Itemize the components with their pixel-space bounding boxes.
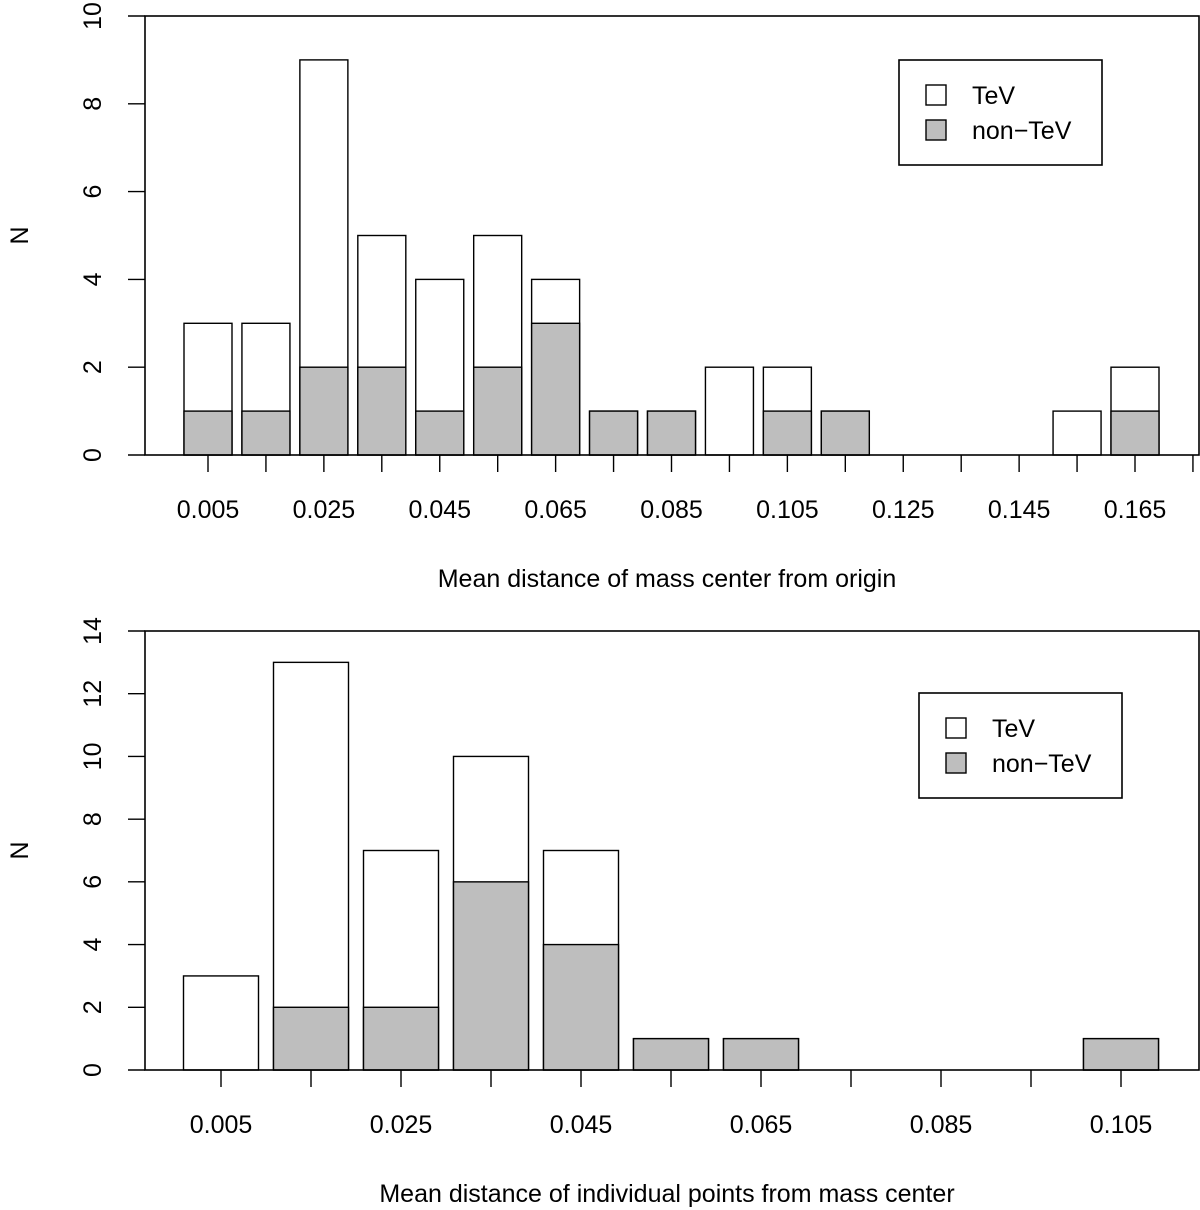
legend-swatch-non-tev — [925, 119, 947, 141]
x-tick-label: 0.145 — [988, 496, 1051, 524]
bar-non-tev-5 — [472, 366, 523, 456]
x-tick-label: 0.105 — [1090, 1111, 1153, 1139]
bar-non-tev-16 — [1110, 410, 1160, 456]
y-tick-label: 12 — [79, 680, 107, 708]
y-tick-label: 6 — [79, 875, 107, 889]
bar-non-tev-3 — [452, 881, 530, 1071]
bar-non-tev-2 — [362, 1006, 440, 1071]
x-tick-label: 0.065 — [730, 1111, 793, 1139]
bar-non-tev-1 — [272, 1006, 350, 1071]
bar-non-tev-5 — [632, 1037, 710, 1071]
x-tick-label: 0.065 — [524, 496, 587, 524]
y-tick-label: 14 — [79, 617, 107, 645]
y-axis-label: N — [6, 226, 34, 244]
x-tick-label: 0.085 — [910, 1111, 973, 1139]
bar-non-tev-4 — [542, 943, 620, 1071]
legend-swatch-tev — [945, 717, 967, 739]
x-tick-label: 0.045 — [408, 496, 471, 524]
x-tick-label: 0.125 — [872, 496, 935, 524]
y-tick-label: 10 — [79, 2, 107, 30]
legend-label-non-tev: non−TeV — [972, 117, 1072, 145]
series-non-tev — [183, 322, 1160, 456]
series-non-tev — [272, 881, 1160, 1071]
x-tick-label: 0.005 — [190, 1111, 253, 1139]
y-tick-label: 2 — [79, 360, 107, 374]
x-tick-label: 0.165 — [1104, 496, 1167, 524]
x-tick-label: 0.025 — [370, 1111, 433, 1139]
legend: TeV non−TeV — [898, 59, 1103, 166]
bar-tev-15 — [1052, 410, 1102, 456]
y-axis-label: N — [6, 841, 34, 859]
y-tick-label: 4 — [79, 938, 107, 952]
bar-non-tev-10 — [1082, 1037, 1160, 1071]
bar-tev-1 — [272, 661, 350, 1071]
bar-non-tev-11 — [820, 410, 871, 456]
bar-non-tev-8 — [646, 410, 697, 456]
bar-tev-0 — [182, 975, 260, 1071]
y-tick-label: 8 — [79, 812, 107, 826]
bar-tev-9 — [704, 366, 755, 456]
legend-swatch-tev — [925, 84, 947, 106]
bar-non-tev-1 — [241, 410, 291, 456]
legend-swatch-non-tev — [945, 752, 967, 774]
x-axis-label: Mean distance of mass center from origin — [438, 565, 897, 593]
x-tick-label: 0.045 — [550, 1111, 613, 1139]
legend-label-non-tev: non−TeV — [992, 750, 1092, 778]
bottom-histogram-panel: 0.005 0.025 0.045 0.065 0.085 0.105 0 2 4 6 8 10 12 1… — [6, 617, 1200, 1208]
bar-non-tev-10 — [762, 410, 813, 456]
y-tick-label: 4 — [79, 272, 107, 286]
y-tick-label: 0 — [79, 1063, 107, 1077]
y-tick-label: 6 — [79, 185, 107, 199]
y-tick-label: 10 — [79, 743, 107, 771]
x-tick-label: 0.105 — [756, 496, 819, 524]
bar-non-tev-2 — [299, 366, 349, 456]
y-tick-label: 8 — [79, 97, 107, 111]
bar-non-tev-4 — [415, 410, 465, 456]
legend-box — [898, 59, 1103, 166]
bar-non-tev-3 — [357, 366, 407, 456]
x-tick-label: 0.085 — [640, 496, 703, 524]
x-axis-label: Mean distance of individual points from … — [379, 1180, 954, 1208]
bar-non-tev-6 — [530, 322, 581, 456]
bar-non-tev-0 — [183, 410, 233, 456]
x-tick-label: 0.025 — [293, 496, 356, 524]
legend-label-tev: TeV — [992, 715, 1035, 743]
y-tick-label: 0 — [79, 448, 107, 462]
bar-non-tev-7 — [588, 410, 639, 456]
plot-frame — [144, 630, 1200, 1071]
bar-non-tev-6 — [722, 1037, 800, 1071]
x-tick-label: 0.005 — [177, 496, 240, 524]
legend-label-tev: TeV — [972, 82, 1015, 110]
legend-box — [918, 692, 1123, 799]
y-tick-label: 2 — [79, 1000, 107, 1014]
legend: TeV non−TeV — [918, 692, 1123, 799]
top-histogram-panel: 0.005 0.025 0.045 0.065 0.085 0.105 0.125 0.145… — [6, 2, 1200, 593]
